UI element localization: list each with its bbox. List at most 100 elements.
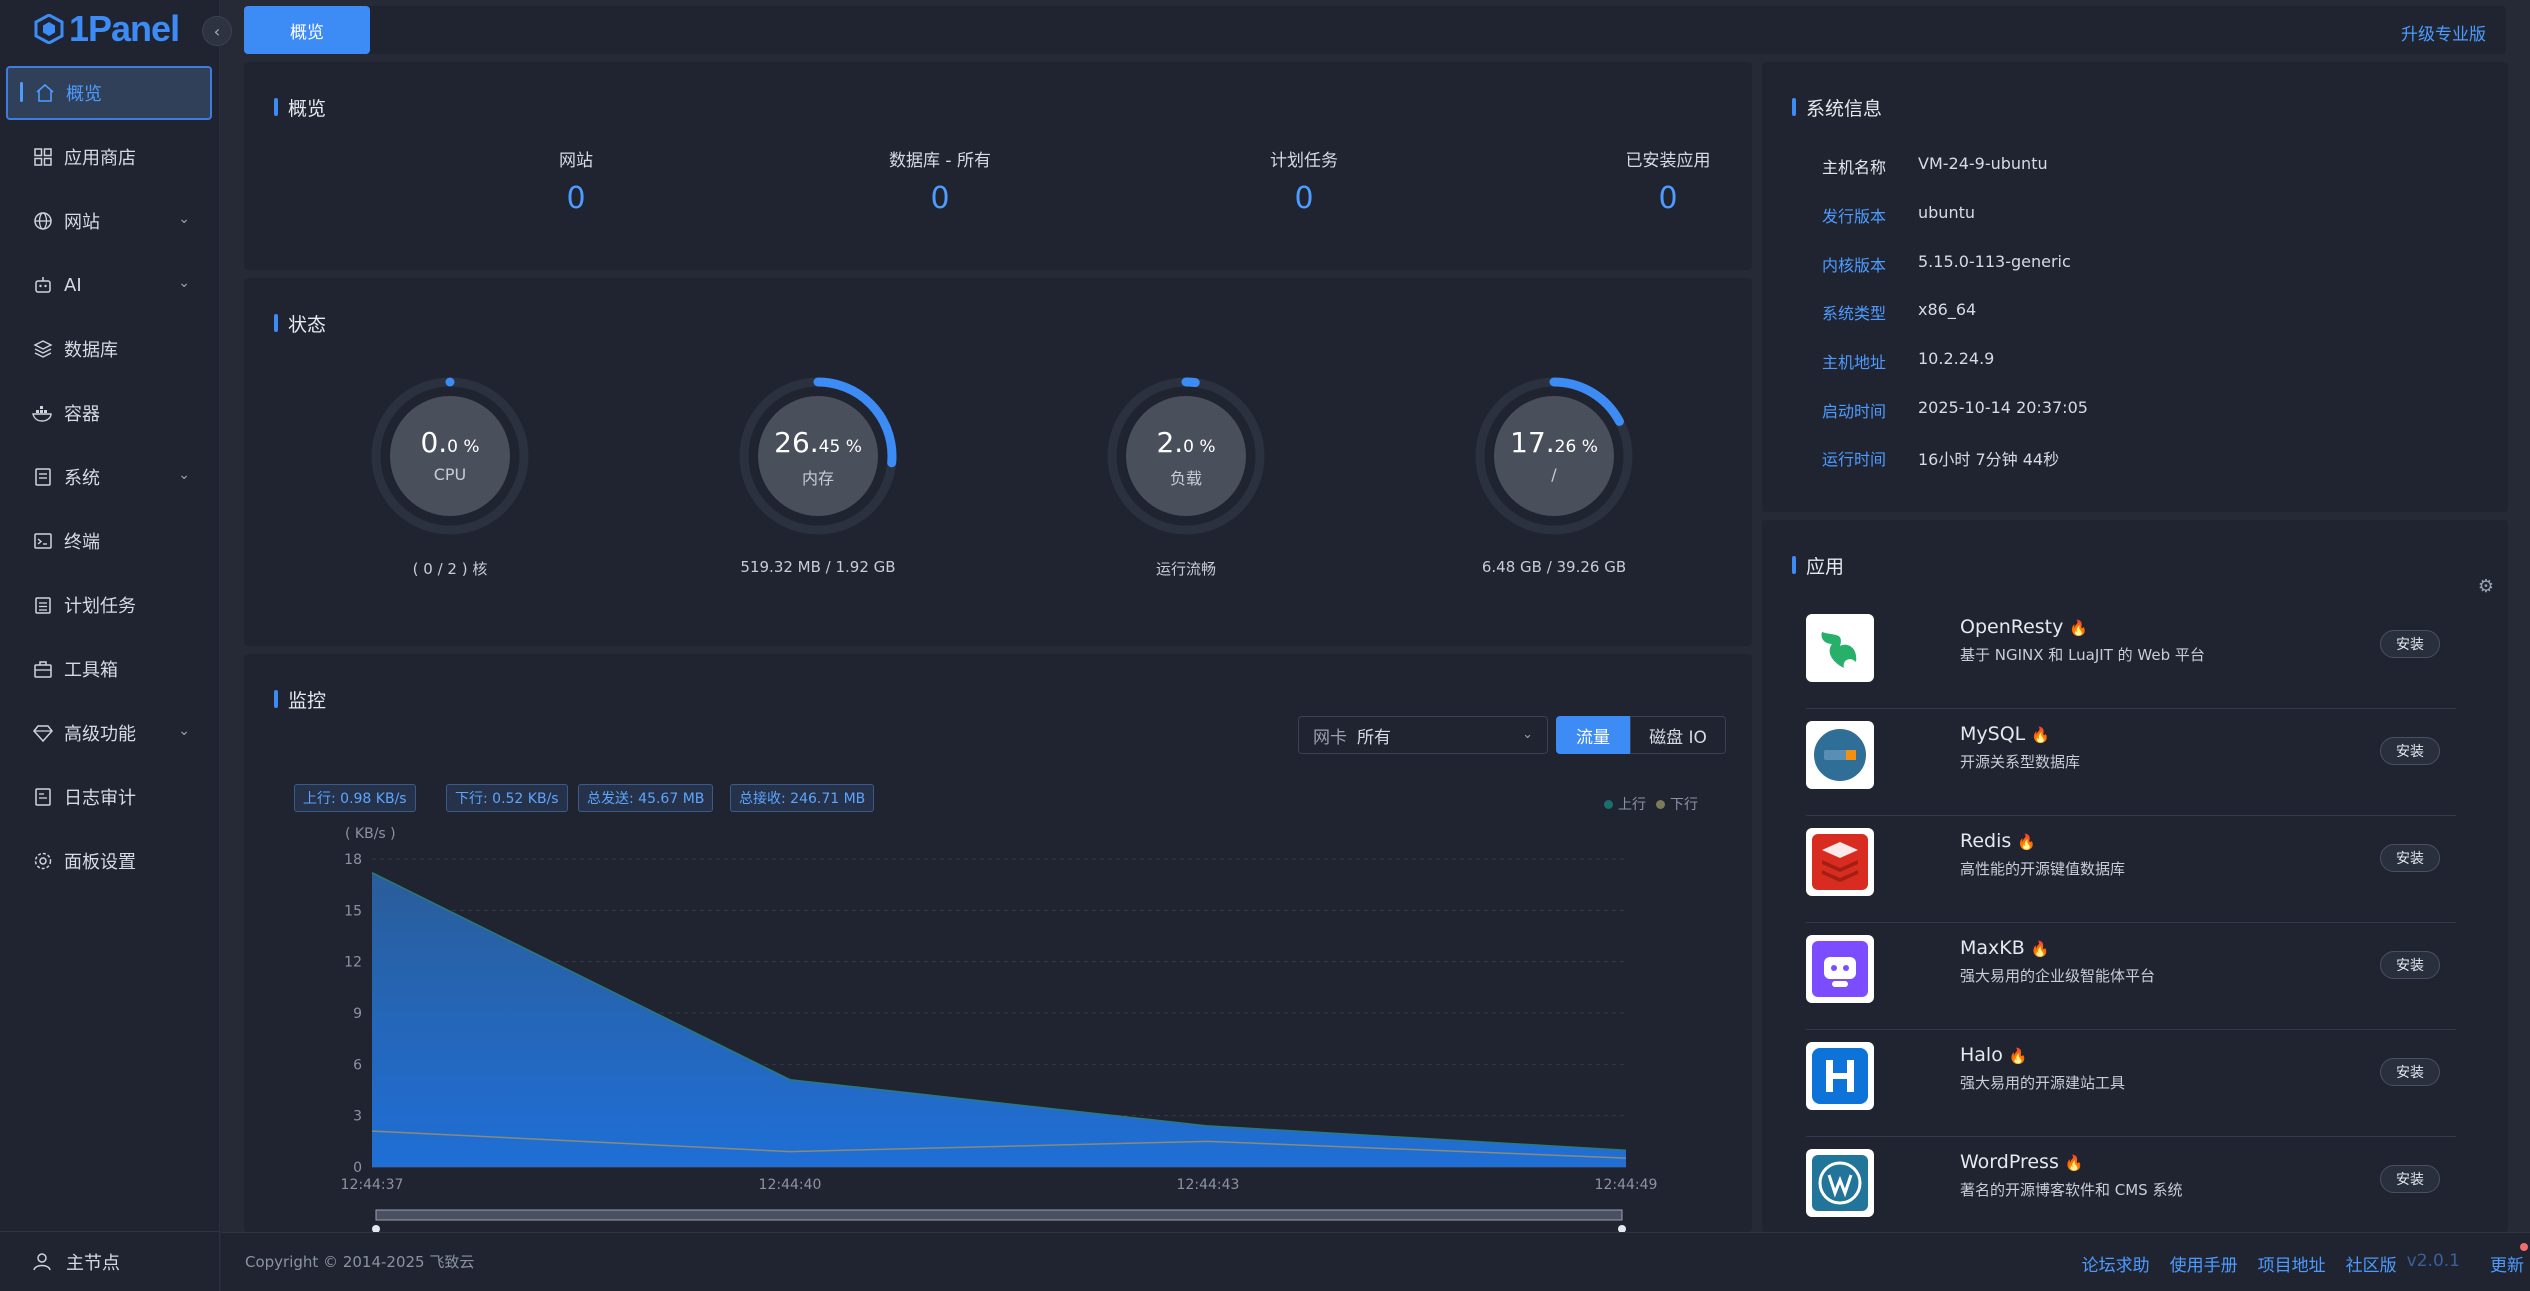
collapse-sidebar-button[interactable]: ‹	[202, 16, 232, 46]
y-tick-label: 0	[353, 1160, 362, 1176]
node-switcher[interactable]: 主节点	[0, 1231, 220, 1291]
legend-down-label[interactable]: 下行	[1670, 797, 1698, 813]
calendar-icon	[32, 594, 54, 616]
update-link[interactable]: 更新	[2470, 1243, 2528, 1276]
install-button[interactable]: 安装	[2380, 951, 2440, 979]
overview-stat-cron[interactable]: 计划任务 0	[1184, 146, 1424, 216]
gauge-footnote: ( 0 / 2 ) 核	[412, 560, 488, 578]
sidebar-item-cron[interactable]: 计划任务	[6, 578, 212, 632]
sysinfo-key: 主机名称	[1822, 158, 1887, 177]
app-desc: 著名的开源博客软件和 CMS 系统	[1960, 1181, 2183, 1199]
mysql-icon	[1806, 721, 1874, 789]
install-button[interactable]: 安装	[2380, 1165, 2440, 1193]
robot-icon	[32, 274, 54, 296]
sidebar-item-website[interactable]: 网站 ⌄	[6, 194, 212, 248]
sidebar-item-label: 应用商店	[64, 148, 136, 169]
gauge-value-dec: 0 %	[1183, 437, 1216, 457]
gauge-load[interactable]: 2.0 % 负载 运行流畅	[1056, 374, 1316, 579]
app-desc: 开源关系型数据库	[1960, 753, 2081, 771]
manual-link[interactable]: 使用手册	[2169, 1256, 2238, 1276]
forum-help-link[interactable]: 论坛求助	[2081, 1256, 2150, 1276]
app-name: Redis	[1960, 830, 2012, 852]
gear-icon[interactable]: ⚙	[2477, 576, 2494, 597]
series-line-upload	[371, 872, 1627, 1151]
stat-value: 0	[930, 181, 950, 216]
fire-icon: 🔥	[2030, 940, 2050, 958]
stat-value: 0	[566, 181, 586, 216]
project-link[interactable]: 项目地址	[2257, 1256, 2326, 1276]
app-item-maxkb: MaxKB 🔥 强大易用的企业级智能体平台 安装	[1806, 923, 2456, 1030]
app-name: WordPress	[1960, 1151, 2059, 1173]
install-button[interactable]: 安装	[2380, 844, 2440, 872]
gauge-label: /	[1551, 465, 1557, 484]
docker-icon	[32, 402, 54, 424]
app-name: MySQL	[1960, 723, 2026, 745]
gauge-value-dec: 26 %	[1554, 437, 1598, 457]
sidebar-item-label: 面板设置	[64, 852, 136, 873]
gauge-value-int: 26.	[774, 426, 819, 459]
series-area-upload	[372, 872, 1626, 1167]
stat-label: 数据库 - 所有	[889, 151, 991, 171]
sidebar-item-toolbox[interactable]: 工具箱	[6, 642, 212, 696]
edition-link[interactable]: 社区版	[2345, 1256, 2397, 1276]
traffic-chart[interactable]: ( KB/s ) 0 3 6 9 12 15 18 12:44:37 12:44:40 12:44:…	[244, 654, 1752, 1232]
fire-icon: 🔥	[2031, 726, 2050, 744]
sidebar-item-system[interactable]: 系统 ⌄	[6, 450, 212, 504]
logo-text: 1Panel	[69, 8, 180, 49]
gauge-ring	[371, 377, 529, 535]
tab-overview[interactable]: 概览	[244, 6, 370, 54]
gauge-memory[interactable]: 26.45 % 内存 519.32 MB / 1.92 GB	[688, 374, 948, 576]
gauge-disk[interactable]: 17.26 % / 6.48 GB / 39.26 GB	[1424, 374, 1684, 576]
sidebar-item-container[interactable]: 容器	[6, 386, 212, 440]
sidebar-item-database[interactable]: 数据库	[6, 322, 212, 376]
sidebar-menu: 概览 应用商店 网站 ⌄ AI ⌄ 数据库 容器 系统 ⌄	[0, 66, 220, 898]
sysinfo-value: x86_64	[1918, 300, 1977, 319]
overview-stat-database[interactable]: 数据库 - 所有 0	[820, 146, 1060, 216]
sidebar-item-overview[interactable]: 概览	[6, 66, 212, 120]
gauge-label: 内存	[801, 469, 834, 488]
upload-rate-tag: 上行: 0.98 KB/s	[294, 784, 416, 812]
sidebar-item-logs[interactable]: 日志审计	[6, 770, 212, 824]
sidebar-item-settings[interactable]: 面板设置	[6, 834, 212, 888]
fire-icon: 🔥	[2017, 833, 2036, 851]
stat-value: 0	[1294, 181, 1314, 216]
apps-card: 应用 ⚙ OpenResty 🔥 基于 NGINX 和 LuaJIT 的 Web …	[1762, 520, 2508, 1232]
install-button[interactable]: 安装	[2380, 630, 2440, 658]
y-tick-label: 6	[353, 1057, 362, 1073]
sidebar-item-label: 工具箱	[64, 660, 118, 681]
page-footer: Copyright © 2014-2025 飞致云 论坛求助 使用手册 项目地址…	[221, 1232, 2530, 1291]
sidebar-item-label: 数据库	[64, 340, 118, 361]
sidebar-item-label: 高级功能	[64, 724, 136, 745]
gauge-label: 负载	[1169, 469, 1202, 488]
maxkb-icon	[1806, 935, 1874, 1003]
app-item-redis: Redis 🔥 高性能的开源键值数据库 安装	[1806, 816, 2456, 923]
install-button[interactable]: 安装	[2380, 1058, 2440, 1086]
sidebar-item-appstore[interactable]: 应用商店	[6, 130, 212, 184]
app-logo[interactable]: 1Panel	[34, 8, 180, 50]
nic-select-prefix: 网卡	[1313, 727, 1347, 748]
sidebar-item-advanced[interactable]: 高级功能 ⌄	[6, 706, 212, 760]
upgrade-pro-link[interactable]: 升级专业版	[2401, 25, 2486, 45]
install-button[interactable]: 安装	[2380, 737, 2440, 765]
app-desc: 高性能的开源键值数据库	[1960, 860, 2126, 878]
gauge-cpu[interactable]: 0.0 % CPU ( 0 / 2 ) 核	[320, 374, 580, 579]
sidebar-item-ai[interactable]: AI ⌄	[6, 258, 212, 312]
traffic-toggle-button[interactable]: 流量	[1556, 716, 1630, 754]
sidebar-item-terminal[interactable]: 终端	[6, 514, 212, 568]
toolbox-icon	[32, 658, 54, 680]
legend-dot-up	[1604, 799, 1613, 809]
disk-io-toggle-button[interactable]: 磁盘 IO	[1630, 716, 1726, 754]
gauge-ring	[1475, 377, 1633, 535]
monitor-title: 监控	[274, 686, 326, 713]
sysinfo-key: 内核版本	[1822, 256, 1887, 275]
sysinfo-row: 主机名称 VM-24-9-ubuntu	[1822, 154, 2048, 178]
fire-icon: 🔥	[2069, 619, 2089, 637]
legend-up-label[interactable]: 上行	[1618, 797, 1646, 813]
overview-stat-apps[interactable]: 已安装应用 0	[1548, 146, 1788, 216]
overview-stat-website[interactable]: 网站 0	[456, 146, 696, 216]
nic-select-value: 所有	[1357, 727, 1391, 748]
top-tabbar: 概览 升级专业版	[244, 6, 2506, 54]
sysinfo-value: ubuntu	[1918, 203, 1975, 222]
nic-select[interactable]: 网卡 所有 ⌄	[1298, 716, 1548, 754]
sidebar: 1Panel 概览 应用商店 网站 ⌄ AI ⌄ 数据库 容器	[0, 0, 220, 1291]
